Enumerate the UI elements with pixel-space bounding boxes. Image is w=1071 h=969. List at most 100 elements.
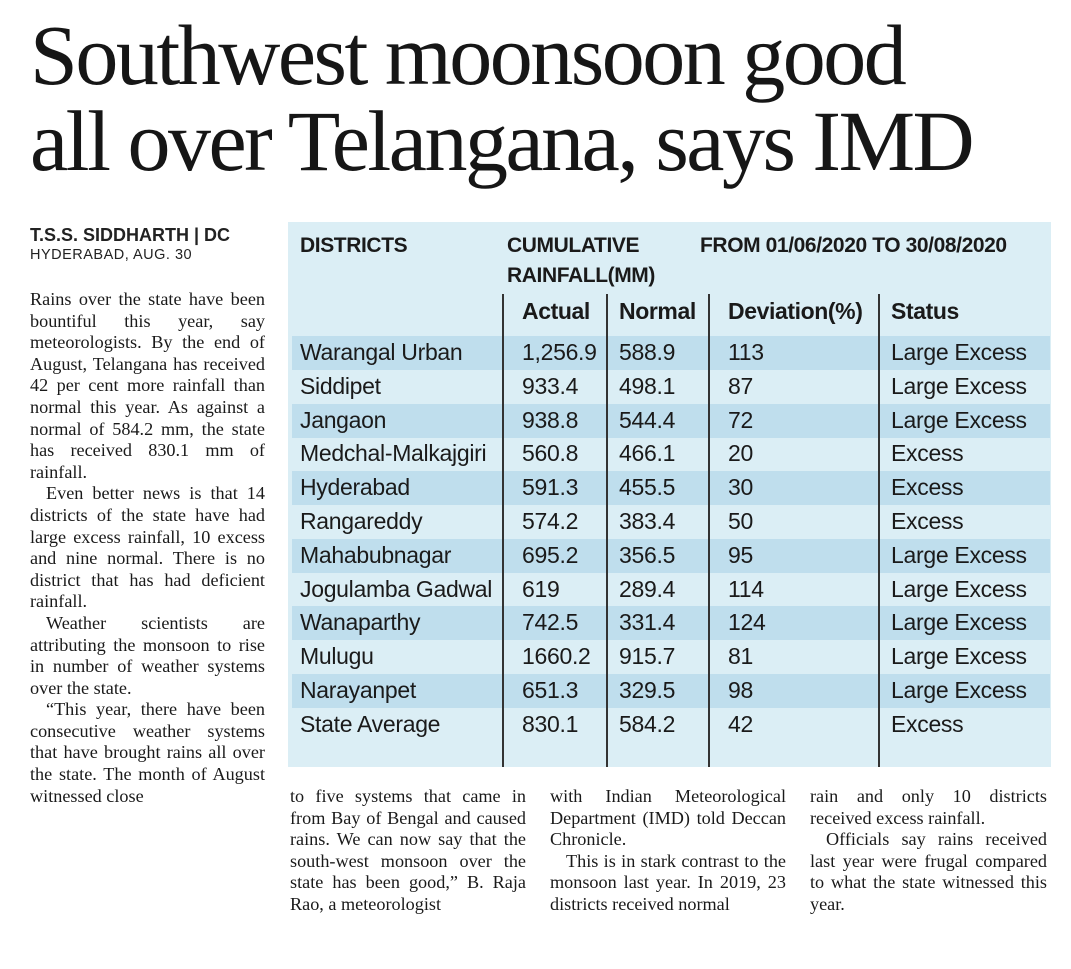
cell-status: Large Excess [891, 609, 1027, 636]
column-divider [502, 294, 504, 767]
paragraph: “This year, there have been consecutive … [30, 699, 265, 806]
cell-normal: 329.5 [619, 677, 676, 703]
cell-normal: 289.4 [619, 575, 676, 602]
table-row: State Average 830.1 584.2 42 Excess [292, 708, 1050, 742]
dateline: HYDERABAD, AUG. 30 [30, 247, 193, 263]
cell-status: Large Excess [891, 339, 1027, 365]
cell-status: Large Excess [891, 541, 1027, 568]
cell-actual: 938.8 [522, 406, 579, 433]
column-divider [606, 294, 608, 767]
column-header-deviation: Deviation(%) [728, 298, 863, 324]
cell-status: Large Excess [891, 575, 1027, 602]
cell-normal: 584.2 [619, 710, 676, 737]
cell-district: Medchal-Malkajgiri [300, 440, 487, 467]
table-row: Jangaon 938.8 544.4 72 Large Excess [292, 403, 1050, 438]
cell-normal: 498.1 [619, 372, 676, 399]
cell-district: Warangal Urban [300, 339, 463, 365]
cell-district: Siddipet [300, 372, 381, 399]
article-column-4: rain and only 10 dis­tricts received exc… [810, 786, 1047, 916]
cell-district: State Average [300, 710, 441, 737]
table-row: Rangareddy 574.2 383.4 50 Excess [292, 505, 1050, 539]
cell-deviation: 20 [728, 440, 753, 467]
cell-district: Jogulamba Gadwal [300, 575, 493, 602]
column-header-status: Status [891, 298, 959, 324]
paragraph: with Indian Meteorological Department (I… [550, 786, 786, 850]
cell-status: Large Excess [891, 406, 1027, 433]
rainfall-table: DISTRICTS CUMULATIVE RAINFALL(MM) FROM 0… [288, 222, 1051, 767]
cell-deviation: 30 [728, 474, 753, 501]
table-row: Siddipet 933.4 498.1 87 Large Excess [292, 370, 1050, 404]
cell-status: Excess [891, 710, 964, 737]
table-row: Mahabubnagar 695.2 356.5 95 Large Excess [292, 538, 1050, 573]
cell-district: Jangaon [300, 406, 387, 433]
paragraph: Even better news is that 14 districts of… [30, 483, 265, 612]
cell-deviation: 114 [728, 575, 764, 602]
cell-status: Large Excess [891, 677, 1027, 703]
cell-deviation: 124 [728, 609, 766, 636]
paragraph: This is in stark con­trast to the monsoo… [550, 850, 786, 914]
cell-status: Excess [891, 474, 964, 501]
article-column-1: Rains over the state have been bountiful… [30, 289, 265, 807]
table-row: Medchal-Malkajgiri 560.8 466.1 20 Excess [292, 437, 1050, 471]
column-divider [708, 294, 710, 767]
cell-actual: 619 [522, 575, 560, 602]
header-period: FROM 01/06/2020 TO 30/08/2020 [700, 234, 1007, 257]
table-row: Warangal Urban 1,256.9 588.9 113 Large Exces… [292, 336, 1050, 370]
cell-normal: 331.4 [619, 609, 676, 636]
column-header-actual: Actual [522, 298, 590, 324]
cell-actual: 591.3 [522, 474, 579, 501]
cell-normal: 588.9 [619, 339, 676, 365]
paragraph: Officials say rains received last year w… [810, 829, 1047, 914]
paragraph: Weather scientists are attributing the m… [30, 612, 265, 698]
cell-status: Excess [891, 440, 964, 467]
header-districts: DISTRICTS [300, 234, 408, 257]
cell-status: Excess [891, 508, 964, 534]
cell-deviation: 81 [728, 643, 753, 670]
cell-normal: 915.7 [619, 643, 676, 670]
cell-deviation: 42 [728, 710, 753, 737]
cell-deviation: 87 [728, 372, 753, 399]
paragraph: rain and only 10 dis­tricts received exc… [810, 786, 1047, 828]
column-divider [878, 294, 880, 767]
cell-deviation: 95 [728, 541, 753, 568]
cell-normal: 455.5 [619, 474, 676, 501]
paragraph: Rains over the state have been bountiful… [30, 289, 265, 482]
cell-actual: 574.2 [522, 508, 579, 534]
cell-actual: 560.8 [522, 440, 579, 467]
cell-district: Hyderabad [300, 474, 410, 501]
cell-normal: 356.5 [619, 541, 676, 568]
table-row: Mulugu 1660.2 915.7 81 Large Excess [292, 640, 1050, 674]
cell-actual: 830.1 [522, 710, 579, 737]
cell-actual: 695.2 [522, 541, 579, 568]
cell-actual: 1660.2 [522, 643, 591, 670]
cell-district: Mulugu [300, 643, 374, 670]
cell-status: Large Excess [891, 372, 1027, 399]
cell-deviation: 113 [728, 339, 764, 365]
cell-district: Wanaparthy [300, 609, 421, 636]
cell-normal: 466.1 [619, 440, 676, 467]
paragraph: to five systems that came in from Bay of… [290, 786, 526, 914]
headline-line-2: all over Telangana, says IMD [30, 93, 975, 189]
cell-status: Large Excess [891, 643, 1027, 670]
column-header-normal: Normal [619, 298, 696, 324]
cell-deviation: 72 [728, 406, 753, 433]
article-column-3: with Indian Meteorological Department (I… [550, 786, 786, 916]
header-rainfall-mm: RAINFALL(MM) [507, 264, 655, 287]
table-row: Narayanpet 651.3 329.5 98 Large Excess [292, 674, 1050, 708]
cell-district: Narayanpet [300, 677, 416, 703]
table-row: Hyderabad 591.3 455.5 30 Excess [292, 471, 1050, 506]
headline: Southwest moonsoon good all over Telanga… [30, 12, 1060, 184]
header-cumulative: CUMULATIVE [507, 234, 640, 257]
cell-actual: 933.4 [522, 372, 579, 399]
byline: T.S.S. SIDDHARTH | DC [30, 225, 231, 245]
cell-actual: 1,256.9 [522, 339, 597, 365]
table-row: Wanaparthy 742.5 331.4 124 Large Excess [292, 606, 1050, 641]
cell-deviation: 50 [728, 508, 753, 534]
cell-actual: 742.5 [522, 609, 579, 636]
table-row: Jogulamba Gadwal 619 289.4 114 Large Excess [292, 573, 1050, 607]
cell-normal: 383.4 [619, 508, 676, 534]
headline-line-1: Southwest moonsoon good [30, 7, 907, 103]
cell-district: Mahabubnagar [300, 541, 452, 568]
cell-deviation: 98 [728, 677, 753, 703]
cell-district: Rangareddy [300, 508, 423, 534]
